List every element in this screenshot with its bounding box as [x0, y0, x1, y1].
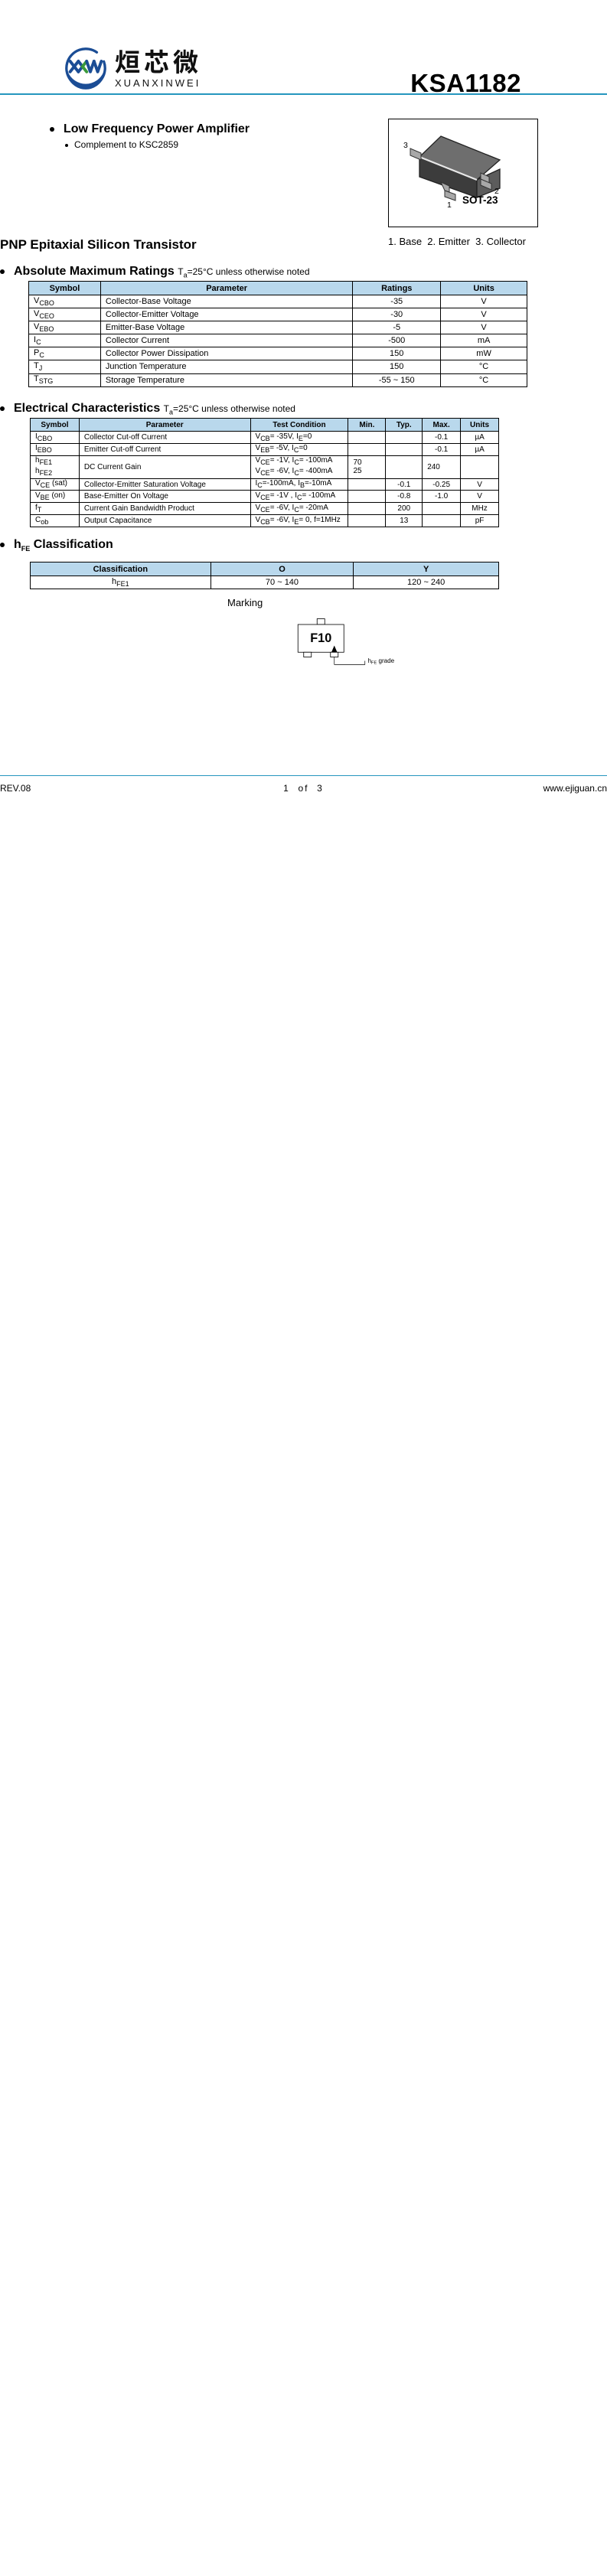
svg-text:SOT-23: SOT-23: [462, 194, 498, 206]
svg-text:1: 1: [447, 201, 452, 210]
svg-text:3: 3: [403, 141, 408, 150]
svg-text:hFE grade: hFE grade: [368, 657, 395, 665]
svg-text:F10: F10: [310, 631, 331, 645]
